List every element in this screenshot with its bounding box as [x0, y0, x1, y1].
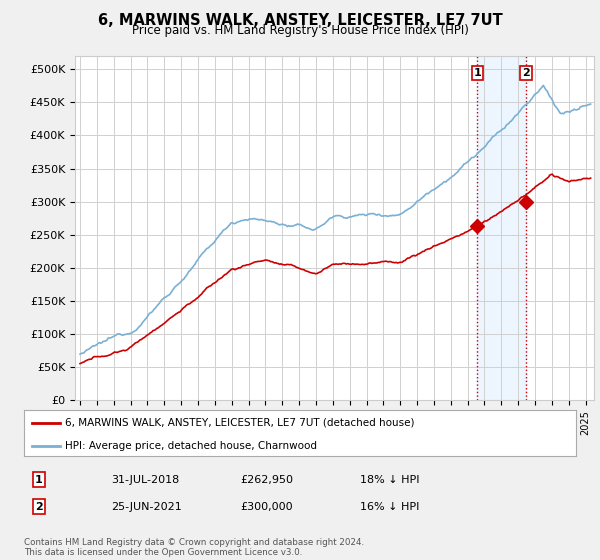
Text: £300,000: £300,000 — [240, 502, 293, 512]
Text: HPI: Average price, detached house, Charnwood: HPI: Average price, detached house, Char… — [65, 441, 317, 451]
Text: Contains HM Land Registry data © Crown copyright and database right 2024.
This d: Contains HM Land Registry data © Crown c… — [24, 538, 364, 557]
Text: 16% ↓ HPI: 16% ↓ HPI — [360, 502, 419, 512]
Text: 6, MARWINS WALK, ANSTEY, LEICESTER, LE7 7UT: 6, MARWINS WALK, ANSTEY, LEICESTER, LE7 … — [98, 13, 502, 28]
Text: Price paid vs. HM Land Registry's House Price Index (HPI): Price paid vs. HM Land Registry's House … — [131, 24, 469, 37]
Text: 2: 2 — [523, 68, 530, 78]
Text: 31-JUL-2018: 31-JUL-2018 — [111, 475, 179, 485]
Text: 25-JUN-2021: 25-JUN-2021 — [111, 502, 182, 512]
Text: 1: 1 — [473, 68, 481, 78]
Text: 2: 2 — [35, 502, 43, 512]
Text: 18% ↓ HPI: 18% ↓ HPI — [360, 475, 419, 485]
Text: £262,950: £262,950 — [240, 475, 293, 485]
Text: 6, MARWINS WALK, ANSTEY, LEICESTER, LE7 7UT (detached house): 6, MARWINS WALK, ANSTEY, LEICESTER, LE7 … — [65, 418, 415, 428]
Bar — [478, 56, 526, 400]
Text: 1: 1 — [35, 475, 43, 485]
